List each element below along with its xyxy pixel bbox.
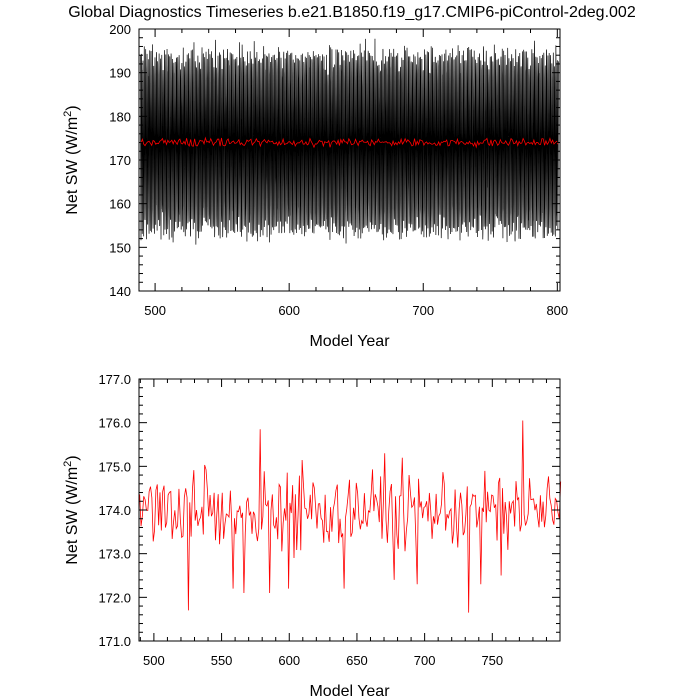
- x-tick-label: 700: [414, 653, 436, 668]
- figure-title: Global Diagnostics Timeseries b.e21.B185…: [68, 4, 636, 21]
- y-tick-label: 200: [109, 22, 131, 37]
- y-tick-label: 170: [109, 153, 131, 168]
- x-tick-label: 650: [346, 653, 368, 668]
- y-tick-label: 171.0: [98, 634, 131, 649]
- tick-labels: 171.0 172.0 173.0 174.0 175.0 176.0 177.0 500 55…: [98, 372, 503, 668]
- y-tick-label: 150: [109, 240, 131, 255]
- y-tick-label: 176.0: [98, 416, 131, 431]
- y-tick-label: 173.0: [98, 547, 131, 562]
- x-tick-label: 600: [278, 303, 300, 318]
- series-line-monthly: [139, 38, 559, 245]
- y-tick-label: 190: [109, 66, 131, 81]
- tick-labels: 140 150 160 170 180 190 200 500 600 700 800: [109, 22, 568, 318]
- x-tick-label: 550: [211, 653, 233, 668]
- series-line-annual: [140, 136, 559, 149]
- y-tick-label: 140: [109, 284, 131, 299]
- axis-ticks: [139, 28, 560, 292]
- x-tick-label: 700: [412, 303, 434, 318]
- y-axis-label: Net SW (W/m2): [62, 105, 81, 214]
- series-group: [139, 420, 562, 613]
- x-tick-label: 600: [278, 653, 300, 668]
- series-group: [139, 38, 559, 245]
- y-axis-label-superscript: 2: [62, 461, 74, 467]
- y-tick-label: 172.0: [98, 590, 131, 605]
- y-axis-label-superscript: 2: [62, 111, 74, 117]
- panel-net-sw-monthly: 140 150 160 170 180 190 200 500 600 700 800 Model …: [62, 22, 568, 350]
- y-tick-label: 174.0: [98, 503, 131, 518]
- y-tick-label: 175.0: [98, 459, 131, 474]
- y-axis-label-text: Net SW (W/m: [64, 117, 81, 215]
- y-tick-label: 180: [109, 109, 131, 124]
- x-axis-label: Model Year: [309, 683, 390, 700]
- y-axis-label-close: ): [64, 105, 81, 110]
- axis-ticks: [139, 378, 561, 642]
- x-tick-label: 500: [144, 303, 166, 318]
- y-axis-label-text: Net SW (W/m: [64, 467, 81, 565]
- y-axis-label: Net SW (W/m2): [62, 455, 81, 564]
- x-tick-label: 500: [143, 653, 165, 668]
- y-tick-label: 177.0: [98, 372, 131, 387]
- y-tick-label: 160: [109, 197, 131, 212]
- panel-net-sw-annual: 171.0 172.0 173.0 174.0 175.0 176.0 177.0 500 55…: [62, 372, 562, 700]
- x-tick-label: 750: [481, 653, 503, 668]
- series-line-annual: [139, 420, 562, 613]
- x-axis-label: Model Year: [309, 333, 390, 350]
- y-axis-label-close: ): [64, 455, 81, 460]
- x-tick-label: 800: [546, 303, 568, 318]
